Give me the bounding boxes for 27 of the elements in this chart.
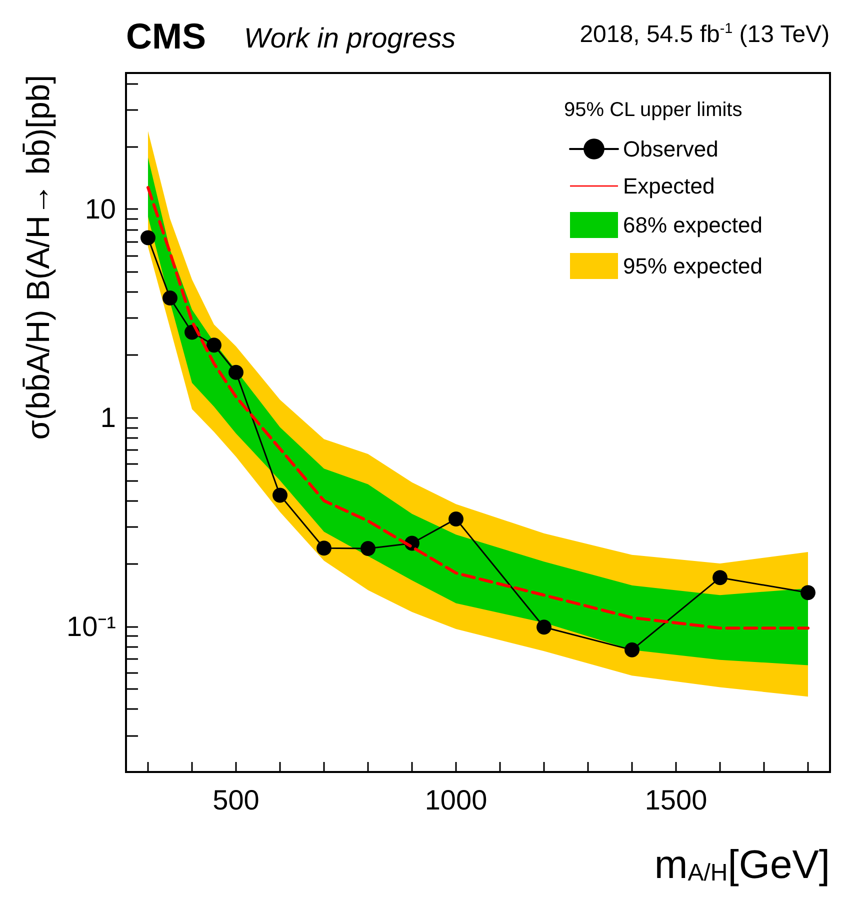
- point: [536, 620, 552, 635]
- y-tick-label: 10: [84, 194, 116, 225]
- point: [140, 230, 156, 246]
- x-tick-label: 1500: [644, 784, 708, 816]
- point: [712, 570, 728, 586]
- point: [448, 511, 464, 526]
- legend-label: 95% expected: [623, 254, 762, 278]
- point: [360, 540, 376, 556]
- x-tick-label: 1000: [424, 784, 488, 816]
- legend-label: Expected: [623, 174, 715, 198]
- x-axis-title: mA/H[GeV]: [654, 843, 830, 887]
- legend-title: 95% CL upper limits: [564, 99, 742, 121]
- point: [316, 540, 332, 556]
- point: [272, 488, 288, 503]
- legend-label: Observed: [623, 136, 718, 162]
- point: [800, 585, 816, 600]
- y-axis-title: σ(bb̄A/H) B(A/H→ bb̄)[pb]: [20, 75, 56, 440]
- chart-subtitle: Work in progress: [244, 22, 456, 54]
- point: [162, 290, 178, 306]
- legend-label: 68% expected: [623, 212, 762, 238]
- y-tick-label: 1: [100, 402, 116, 434]
- point: [206, 338, 222, 353]
- x-tick-label: 500: [212, 784, 260, 816]
- point: [624, 642, 640, 658]
- point: [228, 364, 244, 380]
- y-tick-label: 10⁻¹: [66, 610, 116, 642]
- chart-title: CMS: [126, 16, 206, 56]
